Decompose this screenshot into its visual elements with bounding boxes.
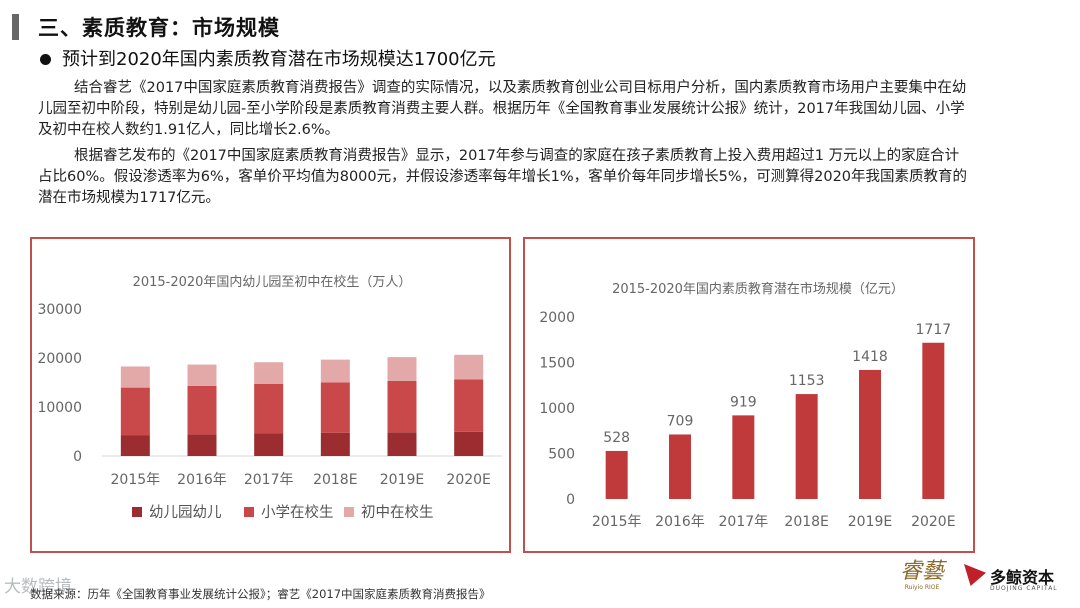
legend-swatch [344, 507, 354, 517]
data-label: 709 [667, 413, 694, 429]
duojing-logo-icon [964, 564, 986, 586]
bar-segment [387, 357, 417, 381]
enrollment-chart: 2015-2020年国内幼儿园至初中在校生（万人） 0 10000 20000 3000… [37, 274, 502, 521]
bar [859, 369, 881, 499]
chart-title: 2015-2020年国内素质教育潜在市场规模（亿元） [612, 281, 904, 297]
y-tick-label: 0 [566, 492, 575, 508]
data-label: 1418 [852, 349, 888, 365]
bar-segment [120, 435, 150, 456]
x-tick-label: 2019E [380, 472, 424, 488]
x-tick-label: 2017年 [244, 472, 294, 488]
bar-segment [254, 433, 284, 456]
x-tick-label: 2020E [911, 514, 955, 530]
paragraph-2: 根据睿艺发布的《2017中国家庭素质教育消费报告》显示，2017年参与调查的家庭… [38, 148, 968, 206]
x-tick-label: 2017年 [719, 514, 769, 530]
watermark: 大数跨境 [4, 577, 72, 597]
bar-segment [454, 354, 484, 380]
bar-segment [454, 379, 484, 432]
x-tick-label: 2016年 [655, 514, 705, 530]
y-tick-label: 10000 [37, 400, 82, 416]
duojing-logo-text: 多鲸资本 [990, 568, 1055, 587]
x-tick-label: 2018E [784, 514, 828, 530]
duojing-capital-logo: 多鲸资本 DUOJING CAPITAL [964, 562, 1074, 598]
bar [795, 394, 818, 499]
x-tick-label: 2020E [446, 472, 490, 488]
legend-label: 小学在校生 [261, 504, 334, 521]
bar-segment [254, 383, 284, 434]
bar-segment [387, 432, 417, 456]
bar [922, 342, 945, 499]
legend-swatch [244, 507, 254, 517]
x-tick-label: 2016年 [177, 472, 227, 488]
bar-segment [187, 434, 217, 456]
x-tick-label: 2018E [313, 472, 357, 488]
bar-segment [187, 385, 217, 435]
bar-segment [254, 362, 284, 384]
ruiyi-logo-en: Ruiyio RIOE [904, 584, 940, 591]
bar-segment [187, 364, 217, 386]
bar [732, 415, 755, 499]
y-tick-label: 1000 [539, 401, 575, 417]
bar [605, 450, 628, 499]
market-size-chart-panel: 2015-2020年国内素质教育潜在市场规模（亿元） 0 500 1000 1500 20… [523, 237, 975, 553]
y-tick-label: 500 [548, 447, 575, 463]
enrollment-chart-panel: 2015-2020年国内幼儿园至初中在校生（万人） 0 10000 20000 3000… [30, 237, 511, 553]
chart-title: 2015-2020年国内幼儿园至初中在校生（万人） [133, 274, 412, 290]
y-tick-label: 20000 [37, 351, 82, 367]
bar-segment [320, 382, 350, 433]
paragraph-1: 结合睿艺《2017中国家庭素质教育消费报告》调查的实际情况，以及素质教育创业公司… [38, 80, 967, 138]
data-label: 919 [730, 394, 757, 410]
section-subtitle: 预计到2020年国内素质教育潜在市场规模达1700亿元 [62, 49, 496, 70]
y-tick-label: 1500 [539, 356, 575, 372]
legend-label: 幼儿园幼儿 [149, 504, 222, 521]
bar-segment [454, 431, 484, 456]
legend-swatch [132, 507, 142, 517]
legend-label: 初中在校生 [361, 504, 434, 521]
bar-segment [320, 359, 350, 383]
data-label: 1153 [789, 373, 825, 389]
bar-segment [387, 380, 417, 433]
bullet-dot [40, 54, 51, 65]
page-title: 三、素质教育：市场规模 [38, 16, 280, 40]
y-tick-label: 0 [73, 449, 82, 465]
data-label: 1717 [916, 322, 952, 338]
duojing-logo-en: DUOJING CAPITAL [990, 585, 1058, 592]
bar [669, 434, 691, 499]
y-tick-label: 2000 [539, 310, 575, 326]
y-tick-label: 30000 [37, 302, 82, 318]
data-label: 528 [603, 430, 630, 446]
title-accent-bar [12, 14, 19, 40]
ruiyi-logo-text: 睿藝 [899, 559, 944, 584]
data-source: 数据来源：历年《全国教育事业发展统计公报》；睿艺《2017中国家庭素质教育消费报… [30, 587, 491, 601]
bar-segment [120, 366, 150, 388]
x-tick-label: 2019E [848, 514, 892, 530]
bar-segment [120, 387, 150, 436]
x-tick-label: 2015年 [111, 472, 161, 488]
x-tick-label: 2015年 [592, 514, 642, 530]
market-size-chart: 2015-2020年国内素质教育潜在市场规模（亿元） 0 500 1000 1500 20… [539, 281, 955, 530]
bar-segment [320, 432, 350, 456]
ruiyi-logo: 睿藝 Ruiyio RIOE [898, 560, 946, 600]
